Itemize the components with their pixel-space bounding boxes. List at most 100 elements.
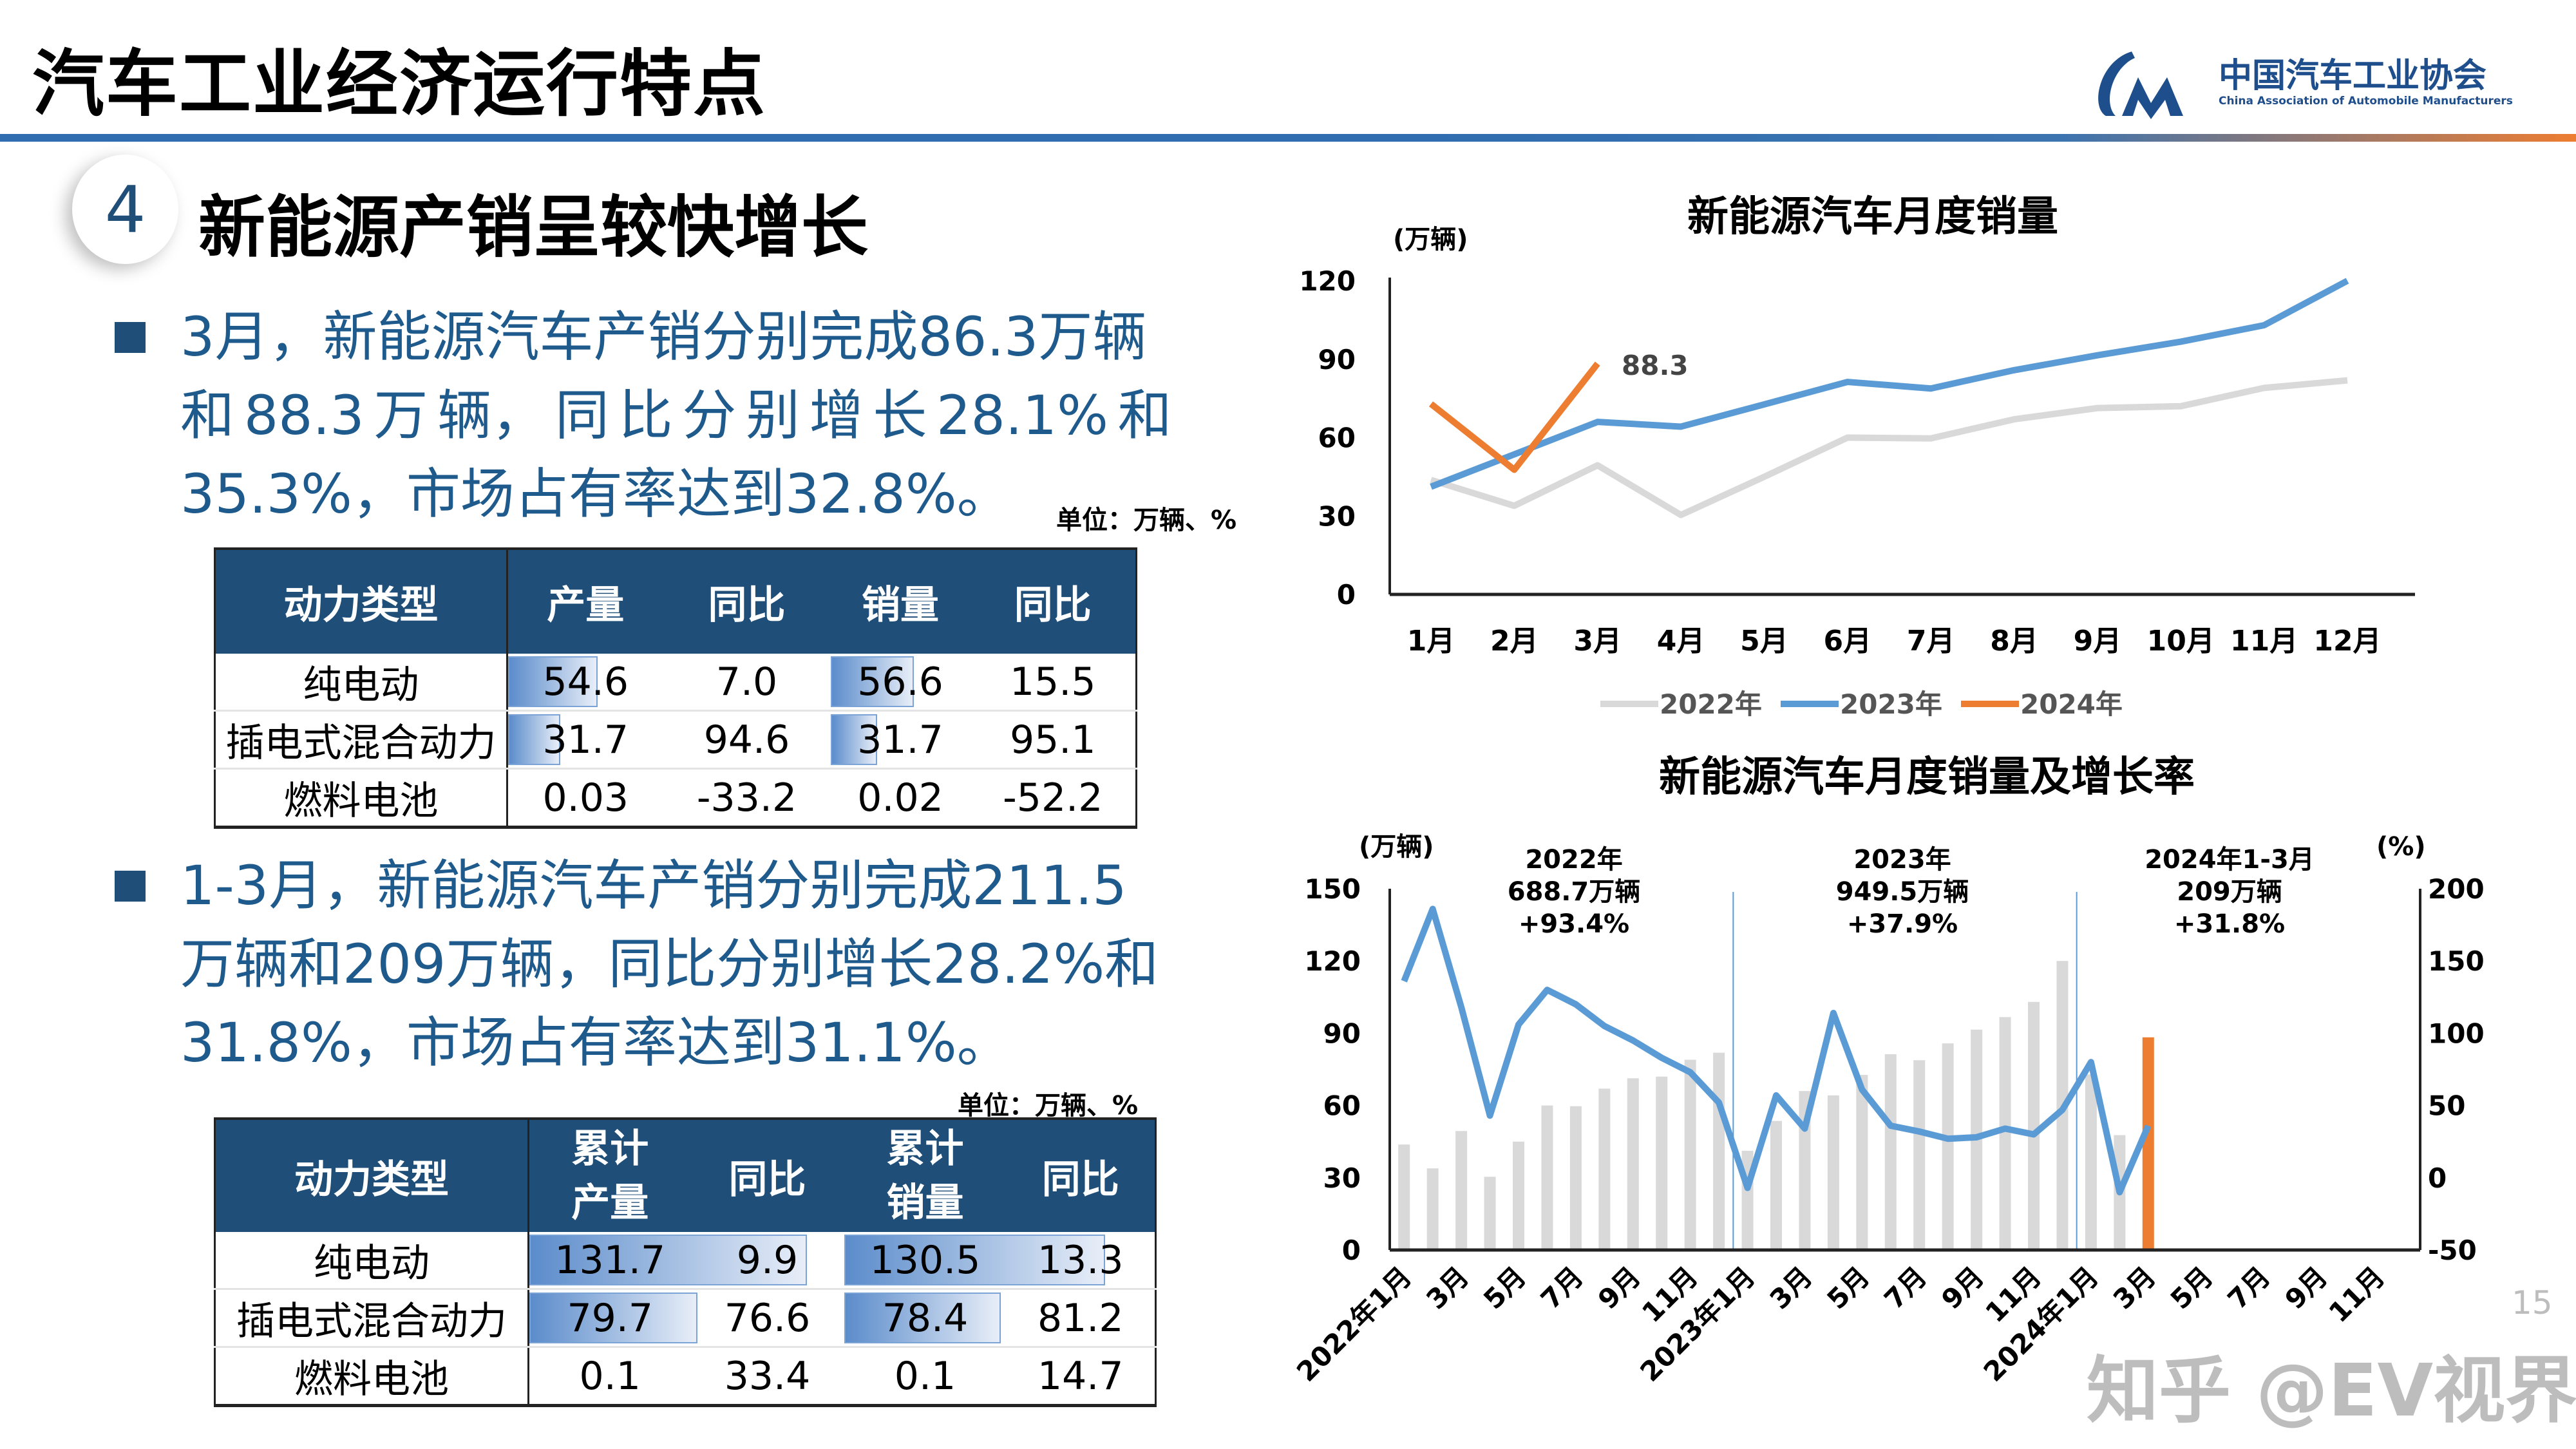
value-cell: 33.4 [690,1347,844,1407]
cell-text: 54.6 [542,659,629,705]
legend-label: 2023年 [1840,688,1942,720]
right-tick-label: 100 [2428,1018,2485,1049]
x-tick-label: 3月 [1763,1260,1818,1315]
left-tick-label: 60 [1323,1090,1361,1122]
y-tick-label: 120 [1299,265,1356,297]
left-tick-label: 120 [1304,945,1361,977]
cell-text: 131.7 [554,1237,666,1283]
sales-bar [1799,1091,1811,1250]
cell-text: 9.9 [736,1237,799,1283]
legend-label: 2024年 [2020,688,2123,720]
series-line-2022年 [1430,377,2348,518]
cell-text: 81.2 [1037,1295,1124,1341]
sales-bar [1684,1059,1696,1250]
table-row: 燃料电池 0.03 -33.2 0.02 -52.2 [214,768,1137,829]
sales-bar [1942,1043,1954,1250]
sales-bar [1627,1078,1639,1250]
logo-text-cn: 中国汽车工业协会 [2219,57,2487,95]
cell-text: 33.4 [724,1353,811,1399]
column-header: 销量 [830,547,971,654]
value-cell: 31.7 [507,710,663,770]
value-cell: 95.1 [970,710,1137,770]
section-title: 新能源产销呈较快增长 [198,188,869,267]
sales-bar [1827,1095,1839,1250]
table-row: 插电式混合动力 79.7 76.6 78.4 81.2 [214,1289,1157,1348]
series-line-2024年 [1428,361,1600,473]
column-header: 动力类型 [214,1117,529,1232]
sales-bar [1913,1060,1926,1250]
cell-text: 14.7 [1037,1353,1124,1399]
cell-text: 0.03 [542,775,629,820]
sales-bar [1398,1144,1410,1250]
cell-text: 31.7 [542,717,629,762]
cell-text: 0.02 [857,775,943,820]
left-axis-unit: (万辆) [1359,832,1434,862]
left-tick-label: 0 [1342,1235,1361,1266]
x-tick-label: 3月 [1573,625,1622,658]
value-cell: -33.2 [663,768,831,829]
x-tick-label: 3月 [2107,1260,2162,1315]
data-bar [830,656,914,707]
x-tick-label: 11月 [2323,1260,2391,1329]
sales-bar [1999,1017,2011,1250]
data-bar [844,1293,1001,1343]
x-tick-label: 6月 [1824,625,1872,658]
row-label-cell: 插电式混合动力 [214,1289,529,1348]
cell-text: 130.5 [869,1237,981,1283]
table-row: 纯电动 131.7 9.9 130.5 13.3 [214,1232,1157,1290]
x-tick-label: 10月 [2147,625,2215,658]
legend-label: 2022年 [1660,688,1762,720]
cell-text: 15.5 [1009,659,1096,705]
column-header: 累计 销量 [844,1117,1007,1232]
data-label: 88.3 [1622,350,1689,381]
sales-bar [1569,1106,1582,1250]
row-label-cell: 燃料电池 [214,1347,529,1407]
column-header: 动力类型 [214,547,508,654]
cumulative-table: 动力类型 累计 产量 同比 累计 销量 同比 纯电动 131.7 9.9 130.5 1… [214,1117,1157,1407]
table-row: 燃料电池 0.1 33.4 0.1 14.7 [214,1347,1157,1407]
left-tick-label: 30 [1323,1162,1361,1194]
sales-bar [1770,1121,1782,1250]
x-tick-label: 7月 [1907,625,1955,658]
data-bar [508,656,598,707]
period-annotation: 2024年1-3月 [2145,845,2315,875]
x-tick-label: 12月 [2313,625,2381,658]
x-tick-label: 7月 [1535,1260,1589,1315]
sales-bar [1426,1168,1439,1250]
cell-text: 56.6 [857,659,943,705]
monthly-sales-line-chart: (万辆) 0 30 60 90 120 1月 2月 3月 4月 5月 6月 7月 8月 9月 10月 11月 12… [1299,225,2415,720]
sales-bar [1713,1052,1725,1250]
value-cell: 54.6 [507,654,663,712]
sales-bar [1598,1088,1611,1250]
value-cell: 9.9 [690,1232,844,1290]
value-cell: 0.1 [844,1347,1007,1407]
page-title: 汽车工业经济运行特点 [32,43,766,126]
cell-text: -52.2 [1003,775,1103,820]
left-tick-label: 90 [1323,1018,1361,1049]
bullet-text-2: 1-3月，新能源汽车产销分别完成211.5 万辆和209万辆，同比分别增长28.… [180,846,1159,1082]
right-tick-label: 200 [2428,873,2485,905]
data-bar [830,714,877,765]
period-annotation: +37.9% [1847,909,1958,939]
text-line: 31.8%，市场占有率达到31.1%。 [180,1011,1011,1074]
column-header: 累计 产量 [528,1117,691,1232]
row-label-cell: 纯电动 [214,654,508,712]
value-cell: 31.7 [830,710,971,770]
right-axis-unit: (%) [2376,832,2426,862]
x-tick-label: 4月 [1657,625,1705,658]
row-label-cell: 纯电动 [214,1232,529,1290]
data-bar [508,714,560,765]
cell-text: 7.0 [715,659,778,705]
text-line: 万辆和209万辆，同比分别增长28.2%和 [180,933,1159,996]
x-tick-label: 9月 [2074,625,2122,658]
value-cell: 56.6 [830,654,971,712]
right-tick-label: 0 [2428,1162,2447,1194]
value-cell: 0.02 [830,768,971,829]
caam-logo-icon [2098,52,2183,119]
cell-text: 76.6 [724,1295,811,1341]
sales-bar [1656,1076,1668,1250]
y-tick-label: 30 [1318,500,1356,532]
header-divider [0,134,2576,142]
sales-bar [1513,1141,1524,1250]
cell-text: 插电式混合动力 [236,1299,507,1344]
